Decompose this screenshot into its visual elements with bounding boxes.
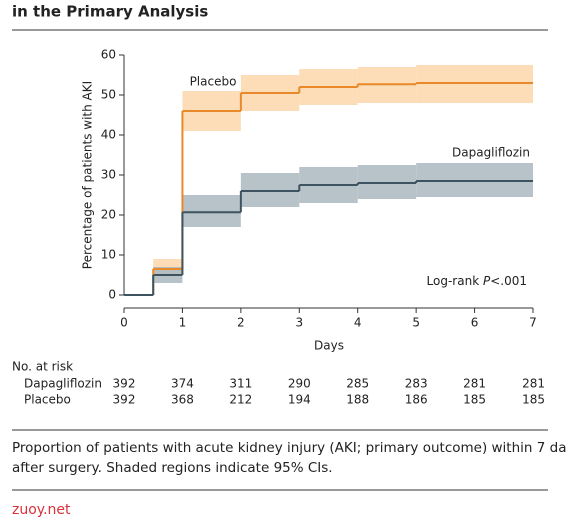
x-tick-label: 5 — [412, 316, 420, 330]
at-risk-value: 285 — [346, 377, 369, 391]
y-tick-label: 20 — [101, 208, 116, 222]
x-tick-label: 7 — [529, 316, 537, 330]
caption-line: after surgery. Shaded regions indicate 9… — [12, 460, 333, 476]
at-risk-value: 186 — [405, 393, 428, 407]
at-risk-name: Dapagliflozin — [24, 377, 102, 391]
y-tick-label: 30 — [101, 168, 116, 182]
at-risk-value: 392 — [113, 393, 136, 407]
y-tick-label: 0 — [108, 288, 116, 302]
x-tick-label: 1 — [179, 316, 187, 330]
x-axis-label: Days — [314, 339, 344, 353]
y-tick-label: 40 — [101, 128, 116, 142]
at-risk-heading: No. at risk — [12, 360, 73, 374]
x-tick-label: 2 — [237, 316, 245, 330]
x-tick-label: 0 — [120, 316, 128, 330]
x-tick-label: 6 — [471, 316, 479, 330]
at-risk-value: 185 — [463, 393, 486, 407]
at-risk-value: 311 — [229, 377, 252, 391]
at-risk-value: 368 — [171, 393, 194, 407]
series-label: Dapagliflozin — [452, 146, 530, 160]
at-risk-value: 281 — [463, 377, 486, 391]
watermark: zuoy.net — [12, 502, 71, 518]
series-label: Placebo — [190, 75, 237, 89]
annotation: Log-rank P<.001 — [427, 274, 527, 288]
x-tick-label: 4 — [354, 316, 362, 330]
at-risk-value: 281 — [522, 377, 545, 391]
at-risk-name: Placebo — [24, 393, 71, 407]
x-tick-label: 3 — [295, 316, 303, 330]
y-tick-label: 10 — [101, 248, 116, 262]
at-risk-value: 392 — [113, 377, 136, 391]
annotation-text: Log-rank — [427, 274, 483, 288]
annotation-italic: P — [483, 274, 491, 288]
y-tick-label: 60 — [101, 48, 116, 62]
at-risk-value: 290 — [288, 377, 311, 391]
at-risk-value: 374 — [171, 377, 194, 391]
annotation-text: <.001 — [490, 274, 527, 288]
at-risk-value: 283 — [405, 377, 428, 391]
ci-band — [182, 195, 241, 227]
plot — [124, 65, 533, 296]
caption-line: Proportion of patients with acute kidney… — [12, 440, 567, 456]
title: in the Primary Analysis — [12, 3, 208, 21]
at-risk-value: 188 — [346, 393, 369, 407]
y-tick-label: 50 — [101, 88, 116, 102]
at-risk-value: 185 — [522, 393, 545, 407]
at-risk-value: 194 — [288, 393, 311, 407]
at-risk-value: 212 — [229, 393, 252, 407]
y-axis-label: Percentage of patients with AKI — [81, 81, 95, 269]
